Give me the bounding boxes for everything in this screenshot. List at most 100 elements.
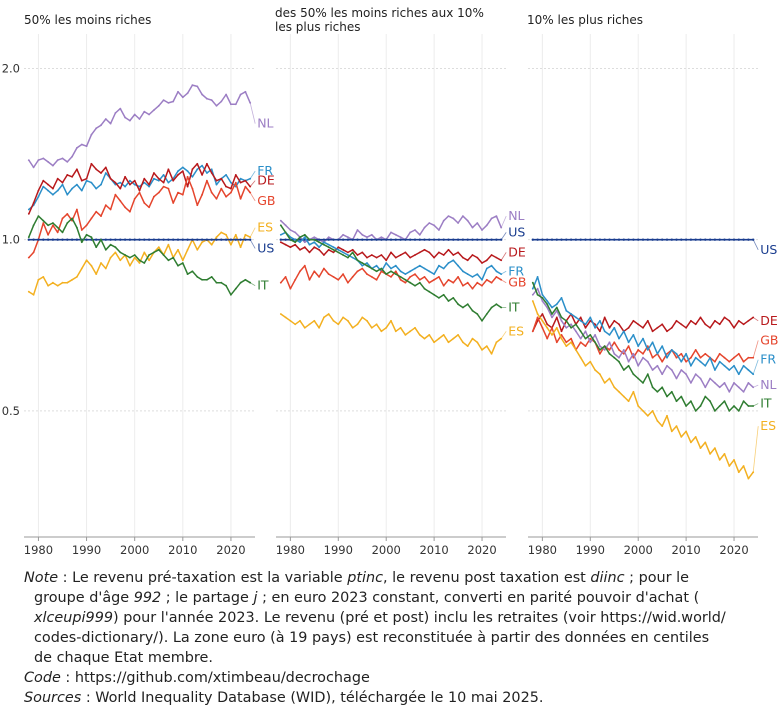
series-label-gb: GB bbox=[760, 332, 778, 347]
data-point-es bbox=[375, 323, 378, 326]
data-point-es bbox=[694, 436, 697, 438]
data-point-us bbox=[447, 238, 450, 241]
data-point-de bbox=[495, 256, 498, 259]
data-point-es bbox=[555, 326, 558, 329]
data-point-de bbox=[37, 189, 40, 192]
data-point-es bbox=[414, 326, 416, 329]
data-point-it bbox=[742, 400, 745, 403]
data-point-fr bbox=[196, 168, 199, 171]
data-point-es bbox=[56, 284, 59, 287]
data-point-fr bbox=[129, 179, 131, 182]
data-point-fr bbox=[447, 262, 450, 264]
data-point-it bbox=[210, 276, 213, 278]
data-point-nl bbox=[675, 377, 678, 380]
data-point-de bbox=[347, 251, 349, 254]
data-point-de bbox=[370, 254, 373, 256]
data-point-es bbox=[471, 337, 474, 340]
data-point-nl bbox=[531, 293, 534, 296]
data-point-us bbox=[531, 238, 534, 241]
data-point-fr bbox=[294, 238, 297, 241]
data-point-us bbox=[200, 238, 204, 241]
data-point-nl bbox=[642, 356, 644, 359]
data-point-de bbox=[294, 243, 297, 246]
data-point-us bbox=[471, 238, 474, 241]
data-point-it bbox=[385, 273, 388, 275]
data-point-de bbox=[95, 168, 98, 171]
note-line-3: xlceupi999) pour l'année 2023. Le revenu… bbox=[24, 608, 766, 628]
data-point-de bbox=[685, 326, 687, 329]
data-point-de bbox=[723, 316, 726, 319]
data-point-nl bbox=[361, 233, 364, 236]
data-point-de bbox=[603, 316, 606, 319]
data-point-it bbox=[181, 262, 184, 264]
data-point-it bbox=[613, 356, 616, 359]
data-point-fr bbox=[541, 293, 544, 296]
data-point-de bbox=[433, 256, 435, 259]
data-point-fr bbox=[433, 273, 435, 275]
data-point-de bbox=[462, 256, 464, 259]
data-point-gb bbox=[42, 222, 45, 224]
data-point-it bbox=[172, 256, 175, 259]
data-point-gb bbox=[148, 206, 151, 209]
x-tick-label: 2000 bbox=[372, 543, 401, 557]
data-point-it bbox=[452, 297, 455, 299]
label-leader-es bbox=[249, 227, 256, 238]
data-point-fr bbox=[476, 273, 479, 275]
data-point-fr bbox=[206, 172, 208, 174]
data-point-it bbox=[47, 224, 49, 227]
data-point-nl bbox=[608, 341, 611, 344]
data-point-es bbox=[462, 341, 464, 344]
data-point-nl bbox=[452, 217, 455, 220]
y-tick-label: 2.0 bbox=[2, 62, 20, 76]
data-point-nl bbox=[85, 145, 88, 148]
data-point-es bbox=[32, 293, 35, 296]
data-point-us bbox=[220, 238, 223, 241]
data-point-gb bbox=[457, 276, 459, 278]
data-point-nl bbox=[52, 164, 54, 167]
data-point-us bbox=[608, 238, 611, 241]
data-point-es bbox=[342, 316, 344, 319]
data-point-gb bbox=[66, 213, 69, 215]
data-point-es bbox=[279, 313, 282, 315]
data-point-us bbox=[61, 238, 64, 241]
data-point-gb bbox=[476, 281, 479, 284]
data-point-gb bbox=[220, 187, 223, 190]
data-point-es bbox=[718, 459, 721, 461]
data-point-nl bbox=[471, 226, 474, 229]
data-point-gb bbox=[375, 278, 378, 281]
data-point-gb bbox=[27, 256, 30, 259]
data-point-gb bbox=[32, 251, 35, 254]
data-point-nl bbox=[37, 159, 40, 162]
data-point-nl bbox=[575, 330, 577, 333]
data-point-it bbox=[541, 297, 544, 299]
data-point-fr bbox=[47, 189, 49, 192]
code-label: Code bbox=[24, 670, 61, 686]
data-point-de bbox=[560, 330, 563, 333]
data-point-it bbox=[124, 254, 126, 256]
data-point-us bbox=[66, 238, 69, 241]
data-point-es bbox=[452, 337, 455, 340]
data-point-us bbox=[365, 238, 369, 241]
data-point-it bbox=[337, 251, 340, 254]
data-point-de bbox=[303, 246, 306, 249]
data-point-fr bbox=[409, 270, 412, 273]
data-point-fr bbox=[599, 319, 601, 322]
data-point-de bbox=[418, 251, 421, 254]
data-point-fr bbox=[308, 243, 311, 246]
data-point-de bbox=[651, 330, 654, 333]
data-point-fr bbox=[366, 262, 368, 264]
data-point-nl bbox=[342, 233, 344, 236]
label-leader-it bbox=[753, 403, 759, 407]
data-point-es bbox=[666, 414, 668, 417]
data-point-gb bbox=[61, 217, 64, 220]
data-point-de bbox=[680, 323, 683, 326]
data-point-nl bbox=[495, 215, 498, 218]
data-point-it bbox=[370, 267, 373, 270]
data-point-es bbox=[90, 264, 93, 267]
data-point-es bbox=[234, 233, 237, 236]
data-point-fr bbox=[95, 187, 98, 190]
data-point-es bbox=[47, 284, 49, 287]
data-point-it bbox=[230, 293, 232, 296]
data-point-es bbox=[589, 360, 592, 363]
